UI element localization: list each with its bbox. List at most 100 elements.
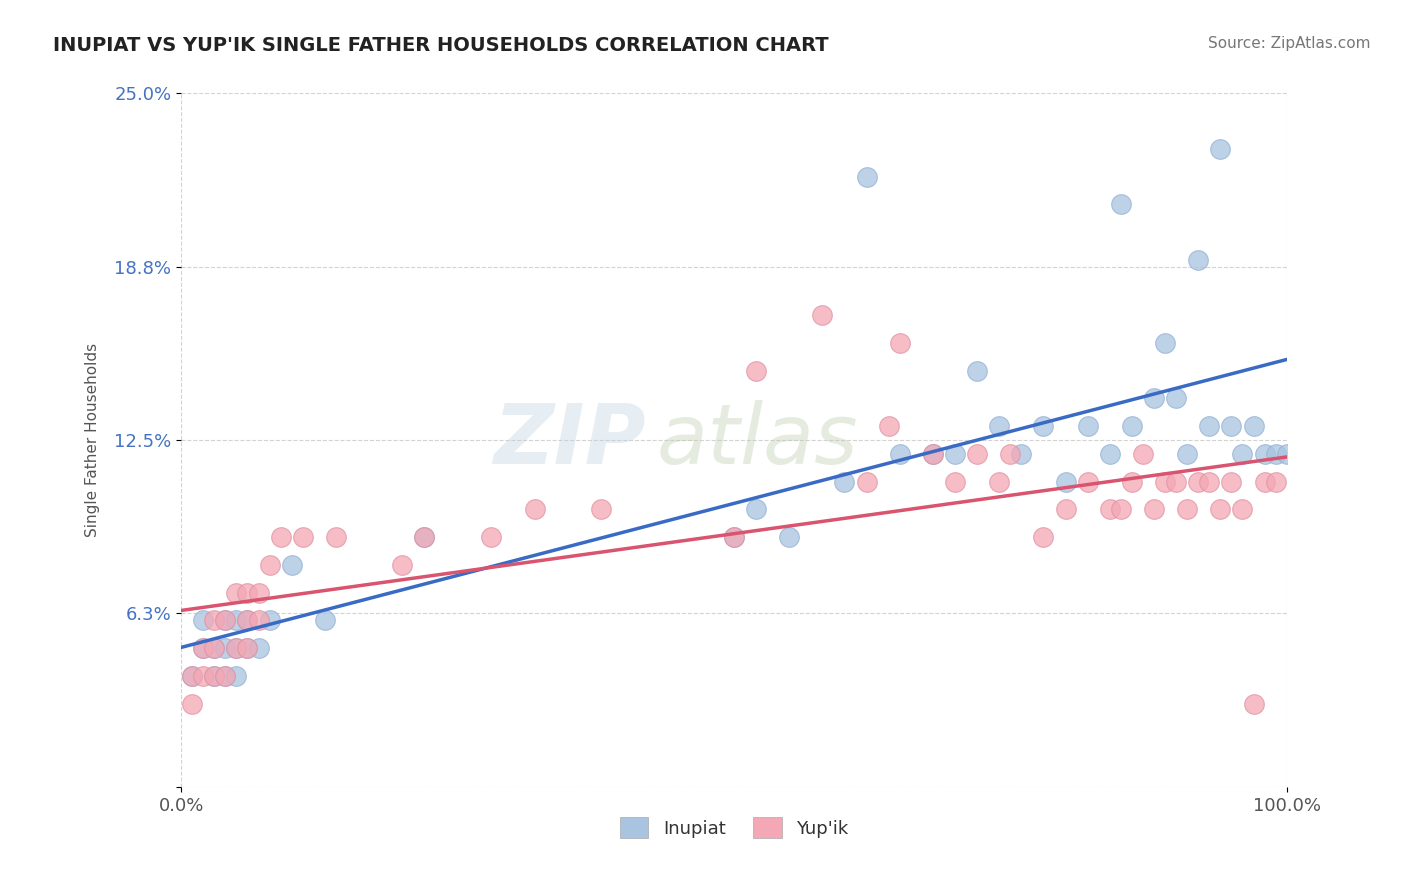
Point [247, 614, 270, 628]
Point [988, 475, 1011, 489]
Point [225, 669, 247, 683]
Text: INUPIAT VS YUP'IK SINGLE FATHER HOUSEHOLDS CORRELATION CHART: INUPIAT VS YUP'IK SINGLE FATHER HOUSEHOL… [53, 36, 830, 54]
Point [834, 475, 856, 489]
Point [1187, 475, 1209, 489]
Point [413, 530, 436, 544]
Point [214, 669, 236, 683]
Point [1166, 392, 1188, 406]
Point [1275, 447, 1298, 461]
Point [1077, 419, 1099, 434]
Point [1198, 475, 1220, 489]
Point [1220, 419, 1243, 434]
Point [413, 530, 436, 544]
Point [247, 585, 270, 599]
Point [181, 669, 204, 683]
Point [1154, 475, 1177, 489]
Point [1243, 697, 1265, 711]
Point [966, 364, 988, 378]
Point [877, 419, 900, 434]
Point [1264, 475, 1286, 489]
Point [214, 614, 236, 628]
Point [1253, 475, 1275, 489]
Point [723, 530, 745, 544]
Point [214, 614, 236, 628]
Point [1121, 475, 1143, 489]
Point [745, 502, 768, 516]
Point [811, 308, 834, 322]
Point [591, 502, 613, 516]
Point [225, 641, 247, 656]
Point [922, 447, 945, 461]
Point [855, 475, 877, 489]
Point [291, 530, 314, 544]
Point [1209, 502, 1232, 516]
Point [236, 585, 259, 599]
Point [1253, 447, 1275, 461]
Point [723, 530, 745, 544]
Point [270, 530, 292, 544]
Point [1109, 197, 1132, 211]
Point [193, 669, 215, 683]
Point [1098, 447, 1121, 461]
Point [259, 558, 281, 572]
Point [1187, 252, 1209, 267]
Point [922, 447, 945, 461]
Point [202, 614, 225, 628]
Point [943, 475, 966, 489]
Text: ZIP: ZIP [494, 400, 645, 481]
Point [966, 447, 988, 461]
Point [1032, 419, 1054, 434]
Point [236, 641, 259, 656]
Point [1121, 419, 1143, 434]
Y-axis label: Single Father Households: Single Father Households [86, 343, 100, 537]
Point [889, 447, 911, 461]
Point [889, 336, 911, 351]
Point [1232, 447, 1254, 461]
Point [193, 614, 215, 628]
Point [236, 614, 259, 628]
Point [855, 169, 877, 184]
Point [1243, 419, 1265, 434]
Point [1209, 142, 1232, 156]
Point [225, 585, 247, 599]
Point [523, 502, 546, 516]
Point [259, 614, 281, 628]
Point [391, 558, 413, 572]
Point [225, 614, 247, 628]
Point [1054, 475, 1077, 489]
Point [1198, 419, 1220, 434]
Point [1175, 447, 1198, 461]
Point [479, 530, 502, 544]
Point [778, 530, 800, 544]
Point [314, 614, 336, 628]
Point [193, 641, 215, 656]
Point [1109, 502, 1132, 516]
Point [1010, 447, 1032, 461]
Point [236, 614, 259, 628]
Point [181, 697, 204, 711]
Point [1166, 475, 1188, 489]
Point [1220, 475, 1243, 489]
Point [745, 364, 768, 378]
Legend: Inupiat, Yup'ik: Inupiat, Yup'ik [610, 808, 858, 847]
Point [325, 530, 347, 544]
Point [280, 558, 302, 572]
Point [193, 641, 215, 656]
Point [1232, 502, 1254, 516]
Point [214, 641, 236, 656]
Point [1077, 475, 1099, 489]
Text: atlas: atlas [657, 400, 858, 481]
Point [225, 641, 247, 656]
Point [202, 669, 225, 683]
Point [236, 641, 259, 656]
Point [1032, 530, 1054, 544]
Point [202, 641, 225, 656]
Point [202, 669, 225, 683]
Point [988, 419, 1011, 434]
Point [247, 641, 270, 656]
Point [181, 669, 204, 683]
Point [943, 447, 966, 461]
Point [1054, 502, 1077, 516]
Point [1154, 336, 1177, 351]
Point [1098, 502, 1121, 516]
